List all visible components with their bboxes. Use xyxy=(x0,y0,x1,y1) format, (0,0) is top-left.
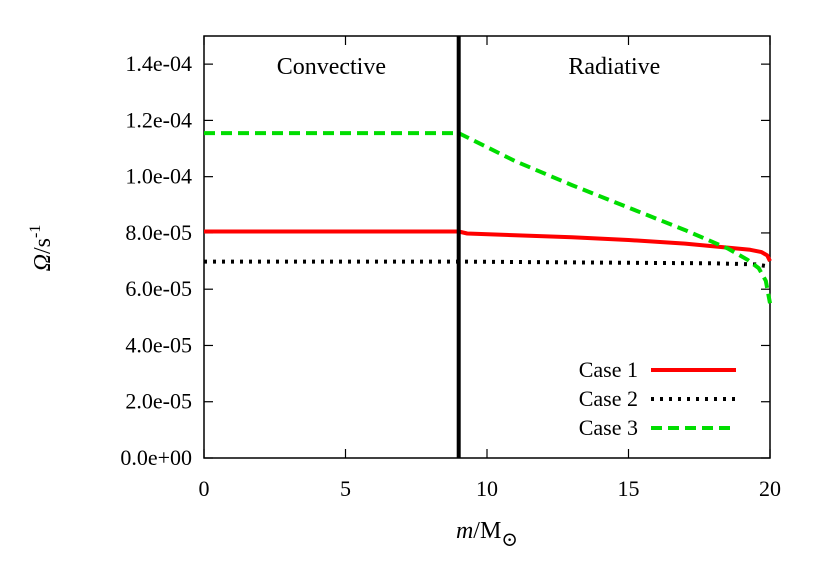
legend-label: Case 1 xyxy=(579,357,638,382)
x-axis-title-sub: ⊙ xyxy=(501,529,518,551)
x-tick-label: 5 xyxy=(340,476,351,501)
y-tick-label: 4.0e-05 xyxy=(125,332,192,357)
y-axis-title: Ω/s-1 xyxy=(27,225,56,272)
region-label-radiative: Radiative xyxy=(568,54,660,80)
x-tick-label: 0 xyxy=(199,476,210,501)
series-line-case-2 xyxy=(204,259,771,269)
series-line-case-3 xyxy=(204,131,772,304)
x-axis-title-unit: /M xyxy=(473,518,501,544)
x-tick-label: 10 xyxy=(476,476,498,501)
y-tick-label: 6.0e-05 xyxy=(125,276,192,301)
y-tick-label: 0.0e+00 xyxy=(120,445,192,470)
tick-labels: 0 5 10 15 20 0.0e+00 2.0e-05 4.0e-05 6.0e-05 8.0e… xyxy=(120,51,781,501)
axis-ticks xyxy=(203,36,771,459)
x-tick-label: 20 xyxy=(759,476,781,501)
region-label-convective: Convective xyxy=(277,54,386,80)
x-axis-title: m/M⊙ xyxy=(456,518,518,551)
y-axis-title-main: Ω xyxy=(30,254,56,271)
y-tick-label: 8.0e-05 xyxy=(125,220,192,245)
plot-area xyxy=(203,35,771,459)
legend-label: Case 3 xyxy=(579,415,638,440)
series-line-case-1 xyxy=(204,229,772,262)
series-lines xyxy=(204,36,772,458)
y-tick-label: 1.0e-04 xyxy=(125,164,192,189)
plot-border xyxy=(203,35,771,459)
x-tick-label: 15 xyxy=(618,476,640,501)
legend: Case 1 Case 2 Case 3 xyxy=(579,357,736,440)
legend-label: Case 2 xyxy=(579,386,638,411)
x-axis-title-main: m xyxy=(456,518,473,544)
y-axis-title-unit: /s xyxy=(30,238,56,254)
y-tick-label: 1.2e-04 xyxy=(125,107,192,132)
y-tick-label: 1.4e-04 xyxy=(125,51,192,76)
y-axis-title-sup: -1 xyxy=(27,225,44,238)
y-tick-label: 2.0e-05 xyxy=(125,389,192,414)
region-labels: Convective Radiative xyxy=(277,54,661,80)
